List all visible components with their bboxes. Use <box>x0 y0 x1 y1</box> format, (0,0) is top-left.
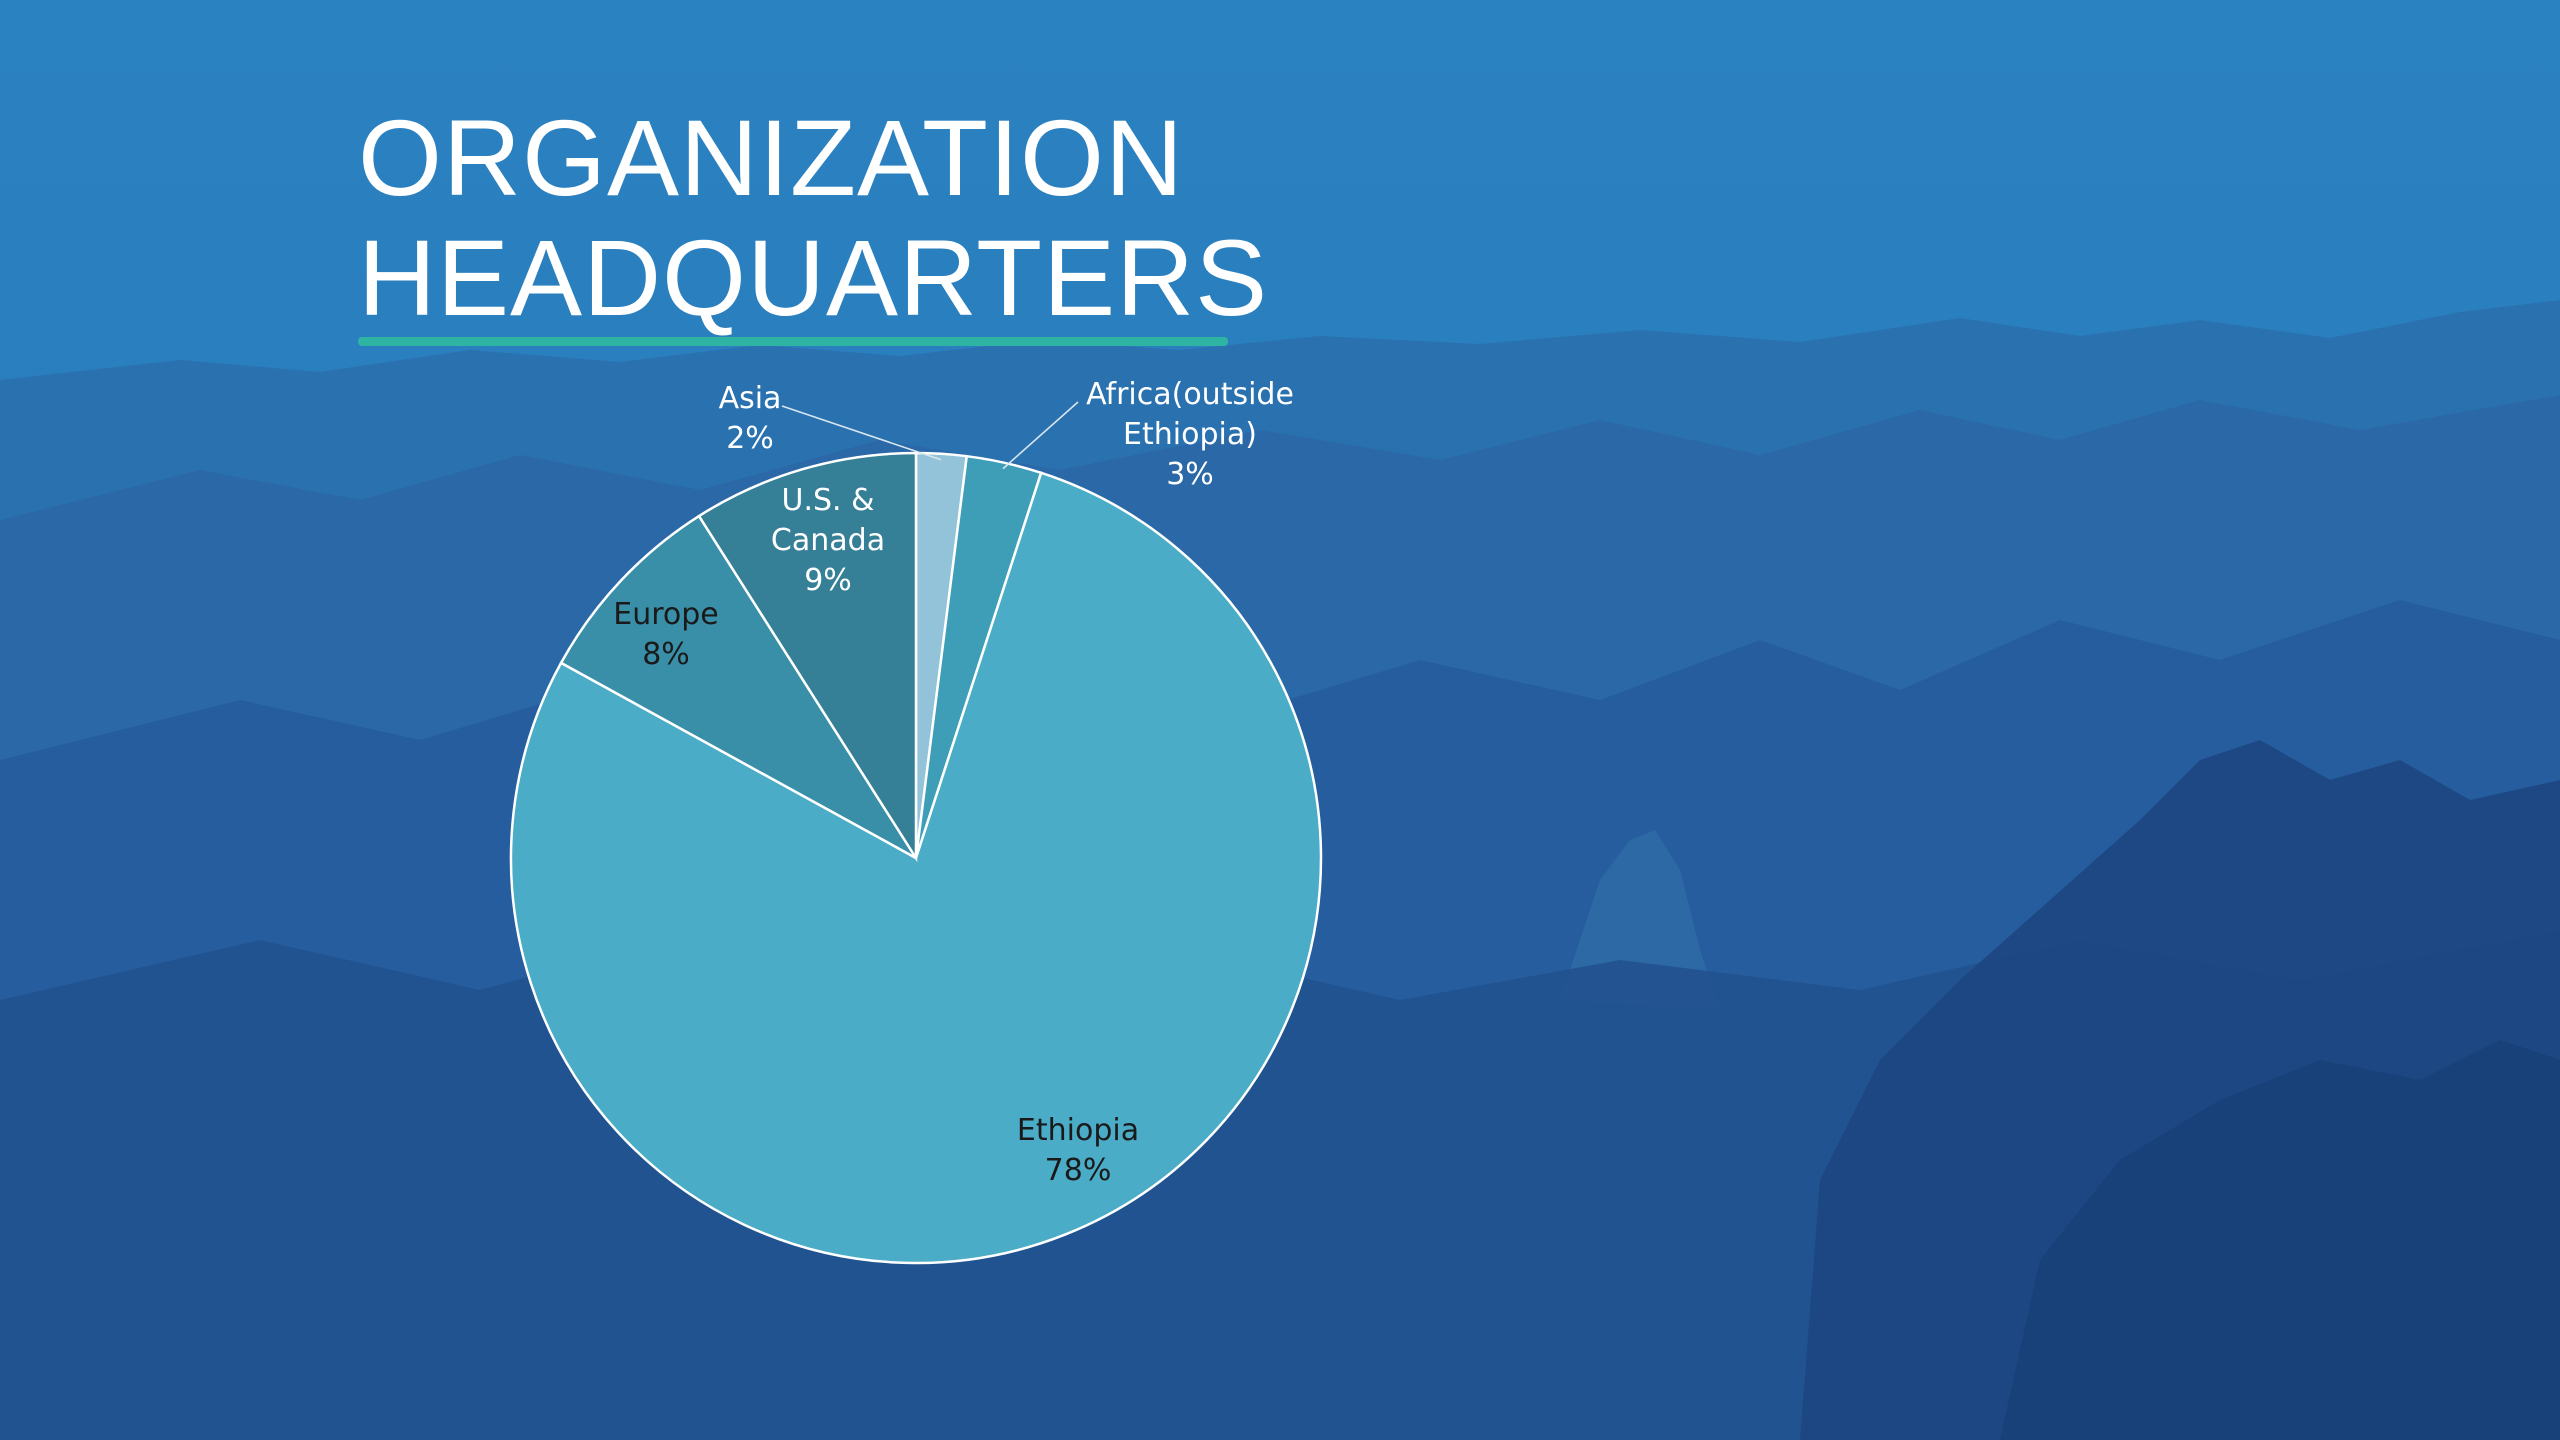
data-label-line: Africa(outside <box>1086 377 1294 412</box>
data-label-line: Ethiopia) <box>1123 417 1257 452</box>
data-label-u-s-canada: U.S. & Canada 9% <box>771 483 885 598</box>
data-label-line: Ethiopia <box>1017 1113 1139 1148</box>
slide-title-line-2: HEADQUARTERS <box>358 217 1269 338</box>
data-label-line: Europe <box>613 597 719 632</box>
leader-line-asia <box>781 405 942 461</box>
pie-leader-lines <box>781 401 1079 470</box>
data-label-line: 9% <box>804 563 852 598</box>
data-label-line: U.S. & <box>781 483 874 518</box>
pie-labels: Asia 2% Africa(outside Ethiopia) 3% Ethiopia 7… <box>613 377 1294 1188</box>
leader-line-africa-outside-ethiopia <box>1002 401 1079 470</box>
data-label-africa-outside-ethiopia: Africa(outside Ethiopia) 3% <box>1086 377 1294 492</box>
data-label-europe: Europe 8% <box>613 597 719 672</box>
data-label-line: Canada <box>771 523 885 558</box>
slide-title: ORGANIZATION HEADQUARTERS <box>358 98 1268 338</box>
data-label-ethiopia: Ethiopia 78% <box>1017 1113 1139 1188</box>
data-label-line: 78% <box>1045 1153 1112 1188</box>
pie-slices <box>509 451 1323 1265</box>
data-label-line: 2% <box>726 421 774 456</box>
data-label-line: Asia <box>719 381 782 416</box>
data-label-line: 3% <box>1166 457 1214 492</box>
pie-slice-u-s-canada <box>697 451 918 863</box>
pie-slice-europe <box>559 514 918 860</box>
data-label-line: 8% <box>642 637 690 672</box>
slide-title-line-1: ORGANIZATION <box>358 97 1185 218</box>
title-underline <box>358 337 1228 346</box>
data-label-asia: Asia 2% <box>719 381 782 456</box>
pie-slice-ethiopia <box>509 471 1323 1265</box>
